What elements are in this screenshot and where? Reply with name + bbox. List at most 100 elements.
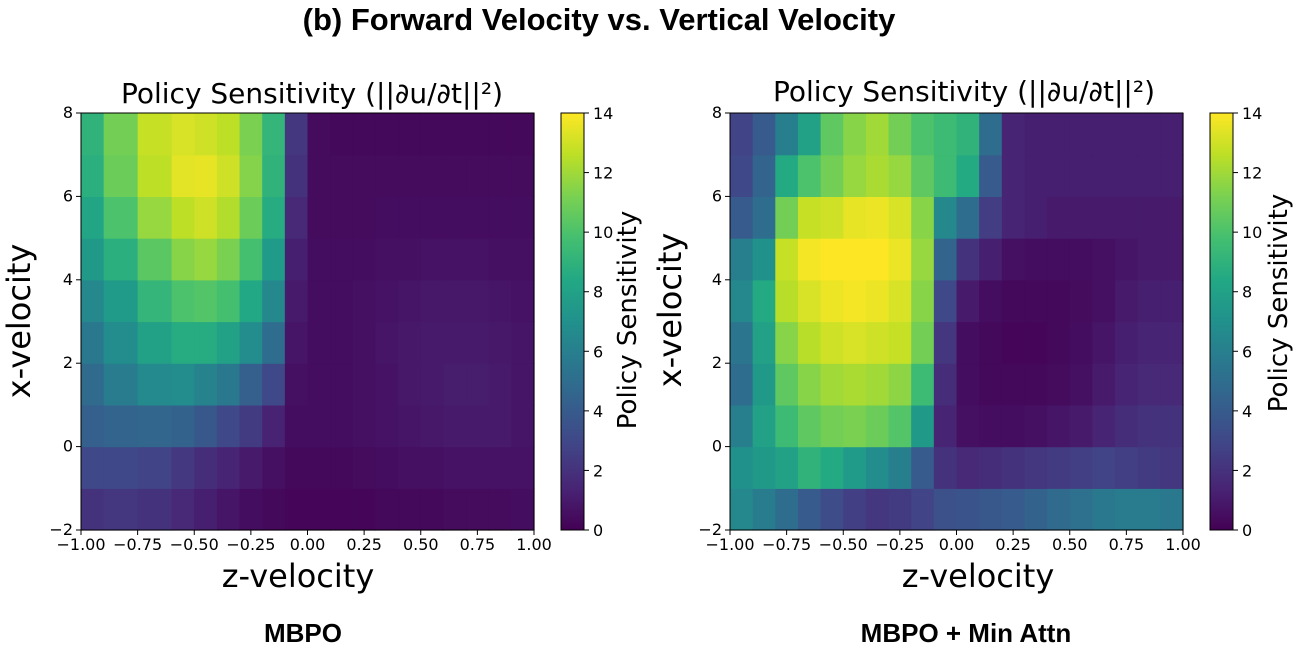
heatmap-cell	[752, 196, 776, 239]
heatmap-cell	[420, 488, 444, 531]
heatmap-cell	[398, 321, 422, 364]
heatmap-cell	[137, 279, 173, 323]
colorbar	[1209, 112, 1234, 531]
heatmap-cell	[911, 363, 935, 406]
heatmap-cell	[911, 238, 935, 281]
heatmap-cell	[239, 363, 263, 406]
heatmap-cell	[843, 238, 867, 281]
heatmap-cell	[420, 238, 444, 281]
heatmap-cell	[375, 488, 399, 531]
heatmap-cell	[888, 404, 912, 448]
heatmap-cell	[843, 404, 867, 448]
heatmap-cell	[171, 238, 195, 281]
heatmap-cell	[284, 488, 309, 531]
heatmap-cell	[933, 279, 958, 323]
heatmap-cell	[511, 363, 535, 406]
heatmap-cell	[443, 363, 467, 406]
y-tick-label: 6	[712, 186, 722, 205]
heatmap-cell	[81, 154, 105, 197]
heatmap-cell	[81, 488, 105, 531]
heatmap-cell	[865, 488, 890, 531]
heatmap-cell	[307, 488, 331, 531]
heatmap-cell	[375, 404, 399, 448]
heatmap-cell	[1115, 363, 1139, 406]
heatmap-cell	[488, 446, 512, 489]
plot-title: Policy Sensitivity (||∂u/∂t||²)	[121, 77, 503, 110]
heatmap-cell	[81, 321, 105, 364]
heatmap-cell	[398, 279, 422, 323]
heatmap-cell	[307, 196, 331, 239]
heatmap-cell	[443, 196, 467, 239]
heatmap-cell	[911, 279, 935, 323]
heatmap-cell	[730, 363, 754, 406]
heatmap-cell	[933, 321, 958, 364]
heatmap-cell	[375, 321, 399, 364]
heatmap-cell	[239, 238, 263, 281]
heatmap-cell	[1092, 113, 1116, 156]
heatmap-cell	[239, 154, 263, 197]
heatmap-cell	[1001, 154, 1026, 197]
heatmap-cell	[330, 446, 354, 489]
heatmap-cell	[1047, 321, 1071, 364]
heatmap-cell	[730, 279, 754, 323]
heatmap-cell	[466, 113, 490, 156]
colorbar-label: Policy Sensitivity	[1264, 194, 1294, 412]
heatmap-cell	[1001, 446, 1026, 489]
heatmap-cell	[888, 279, 912, 323]
heatmap-panel-mbpo: Policy Sensitivity (||∂u/∂t||²) −1.00 −0.…	[0, 77, 643, 648]
heatmap-cell	[307, 446, 331, 489]
heatmap-cell	[979, 196, 1003, 239]
colorbar	[560, 112, 585, 531]
heatmap-cell	[398, 196, 422, 239]
heatmap-cell	[171, 196, 195, 239]
heatmap-cell	[284, 154, 309, 197]
y-axis-ticks: −2 0 2 4 6 8	[49, 103, 81, 539]
x-tick-label: −0.75	[762, 535, 811, 554]
heatmap-cell	[137, 154, 173, 197]
heatmap-cell	[488, 488, 512, 531]
figure-title: (b) Forward Velocity vs. Vertical Veloci…	[302, 2, 896, 37]
colorbar-tick-label: 10	[1242, 223, 1262, 242]
heatmap-cell	[820, 488, 844, 531]
heatmap-cell	[262, 196, 286, 239]
heatmap-cell	[216, 279, 241, 323]
heatmap-cell	[239, 488, 263, 531]
colorbar-tick-label: 12	[1242, 164, 1262, 183]
heatmap-cell	[352, 113, 377, 156]
heatmap-cell	[775, 238, 799, 281]
heatmap-cell	[284, 196, 309, 239]
heatmap-cell	[956, 279, 980, 323]
heatmap-cell	[1092, 321, 1116, 364]
heatmap-cell	[956, 321, 980, 364]
heatmap-cell	[775, 488, 799, 531]
heatmap-cell	[103, 279, 139, 323]
x-tick-label: 1.00	[516, 535, 552, 554]
heatmap-cell	[375, 238, 399, 281]
heatmap-cell	[979, 363, 1003, 406]
y-axis-ticks: −2 0 2 4 6 8	[698, 103, 730, 539]
heatmap-cell	[511, 321, 535, 364]
heatmap-cell	[865, 154, 890, 197]
heatmap-cell	[284, 446, 309, 489]
heatmap-cell	[307, 238, 331, 281]
heatmap-cell	[239, 279, 263, 323]
heatmap-cell	[1137, 488, 1161, 531]
heatmap-cell	[752, 279, 776, 323]
heatmap-cell	[956, 488, 980, 531]
heatmap-cell	[933, 488, 958, 531]
heatmap-cell	[1024, 446, 1048, 489]
heatmap-cell	[466, 154, 490, 197]
panel-caption: MBPO + Min Attn	[861, 618, 1072, 648]
heatmap-cell	[797, 154, 822, 197]
heatmap-cell	[1115, 488, 1139, 531]
x-tick-label: 1.00	[1165, 535, 1201, 554]
heatmap-cell	[330, 238, 354, 281]
heatmap-cell	[1137, 154, 1161, 197]
heatmap-cell	[194, 238, 218, 281]
heatmap-cell	[307, 154, 331, 197]
heatmap-cell	[911, 488, 935, 531]
heatmap-cell	[103, 238, 139, 281]
heatmap-cell	[171, 404, 195, 448]
heatmap-cell	[216, 154, 241, 197]
heatmap-cell	[194, 196, 218, 239]
